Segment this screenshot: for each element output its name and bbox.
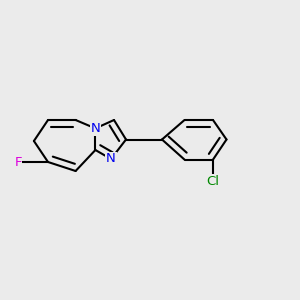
Text: N: N <box>91 122 100 135</box>
Text: N: N <box>106 152 116 166</box>
Text: Cl: Cl <box>206 175 220 188</box>
Text: F: F <box>14 155 22 169</box>
